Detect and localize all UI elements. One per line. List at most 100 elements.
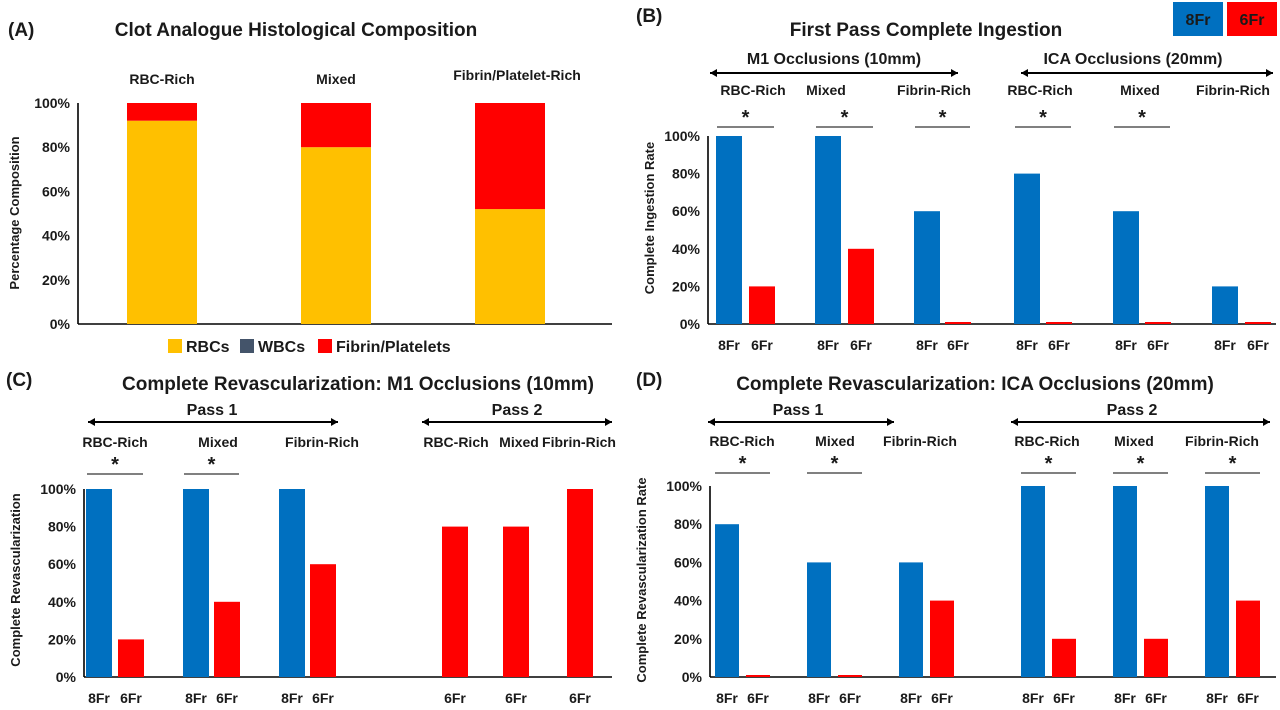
legend-swatch-wbcs (240, 339, 254, 353)
x-label-6fr: 6Fr (216, 690, 238, 706)
x-label-8fr: 8Fr (1206, 690, 1228, 706)
bar-fibrin-platelets (301, 103, 371, 148)
panel-a-y-axis-title: Percentage Composition (7, 136, 22, 289)
x-label-6fr: 6Fr (931, 690, 953, 706)
significance-asterisk: * (111, 454, 119, 476)
panel-c-group-2-label: Pass 2 (492, 402, 543, 419)
x-label-8fr: 8Fr (817, 337, 839, 353)
bar-6fr (503, 526, 529, 677)
bar-6fr (118, 639, 144, 677)
x-label-8fr: 8Fr (900, 690, 922, 706)
x-label-8fr: 8Fr (1214, 337, 1236, 353)
x-label-6fr: 6Fr (120, 690, 142, 706)
panel-a-y-tick-label: 80% (42, 139, 71, 155)
bar-6fr (930, 600, 954, 677)
panel-c-category-label: RBC-Rich (82, 434, 147, 450)
legend-swatch-6fr (1227, 2, 1277, 36)
bar-8fr (899, 562, 923, 677)
significance-asterisk: * (208, 454, 216, 476)
bar-8fr (716, 136, 742, 324)
panel-a-y-tick-label: 0% (50, 316, 71, 332)
legend-label-fibrin-platelets: Fibrin/Platelets (336, 339, 451, 356)
x-label-6fr: 6Fr (444, 690, 466, 706)
x-label-6fr: 6Fr (751, 337, 773, 353)
panel-b-y-tick-label: 40% (672, 241, 701, 257)
panel-b-label: (B) (636, 6, 662, 27)
panel-c-category-label: RBC-Rich (423, 434, 488, 450)
panel-c-category-label: Mixed (499, 434, 539, 450)
panel-b-category-label: Mixed (806, 82, 846, 98)
panel-a-category-1: RBC-Rich (129, 71, 194, 87)
panel-c-group-2-bracket-arrow-left (422, 418, 429, 426)
bar-8fr (1205, 486, 1229, 677)
significance-asterisk: * (1137, 453, 1145, 475)
panel-b-group-1-label: M1 Occlusions (10mm) (747, 51, 921, 68)
panel-a-title: Clot Analogue Histological Composition (115, 20, 477, 41)
x-label-6fr: 6Fr (1247, 337, 1269, 353)
panel-d-y-tick-label: 0% (682, 669, 703, 685)
x-label-6fr: 6Fr (1048, 337, 1070, 353)
x-label-6fr: 6Fr (1237, 690, 1259, 706)
legend-label-8fr: 8Fr (1186, 12, 1211, 29)
bar-8fr (1212, 286, 1238, 324)
panel-d-category-label: Mixed (815, 433, 855, 449)
panel-a-y-tick-label: 20% (42, 272, 71, 288)
panel-b-y-tick-label: 20% (672, 278, 701, 294)
legend-swatch-fibrin-platelets (318, 339, 332, 353)
panel-c-y-tick-label: 80% (48, 519, 77, 535)
panel-b-group-1-bracket-arrow-right (951, 69, 958, 77)
x-label-8fr: 8Fr (718, 337, 740, 353)
panel-b-category-label: Mixed (1120, 82, 1160, 98)
x-label-6fr: 6Fr (1053, 690, 1075, 706)
panel-c-title: Complete Revascularization: M1 Occlusion… (122, 374, 594, 395)
panel-a-y-tick-label: 60% (42, 183, 71, 199)
bar-8fr (815, 136, 841, 324)
bar-fibrin-platelets (127, 103, 197, 121)
panel-d: (D) Complete Revascularization: ICA Occl… (634, 370, 1214, 683)
bar-6fr (310, 564, 336, 677)
x-label-6fr: 6Fr (569, 690, 591, 706)
panel-a-category-3: Fibrin/Platelet-Rich (453, 67, 581, 83)
panel-b-group-1-bracket-arrow-left (710, 69, 717, 77)
significance-asterisk: * (1045, 453, 1053, 475)
bar-6fr (567, 489, 593, 677)
legend-swatch-rbcs (168, 339, 182, 353)
panel-b: (B) First Pass Complete Ingestion 8Fr 6F… (636, 2, 1277, 294)
legend-label-rbcs: RBCs (186, 339, 230, 356)
bar-8fr (914, 211, 940, 324)
x-label-6fr: 6Fr (839, 690, 861, 706)
x-label-8fr: 8Fr (808, 690, 830, 706)
bar-6fr (214, 601, 240, 677)
x-label-6fr: 6Fr (1147, 337, 1169, 353)
panel-b-y-axis-title: Complete Ingestion Rate (642, 142, 657, 294)
x-label-8fr: 8Fr (185, 690, 207, 706)
panel-c-y-tick-label: 0% (56, 669, 77, 685)
bar-6fr (1236, 600, 1260, 677)
panel-b-group-2-bracket-arrow-left (1021, 69, 1028, 77)
panel-c-group-1-label: Pass 1 (187, 402, 238, 419)
bar-8fr (183, 489, 209, 677)
x-label-8fr: 8Fr (1115, 337, 1137, 353)
significance-asterisk: * (739, 453, 747, 475)
legend-label-6fr: 6Fr (1240, 12, 1265, 29)
panel-c-y-tick-label: 100% (40, 481, 76, 497)
bar-6fr (945, 322, 971, 324)
panel-c-category-label: Fibrin-Rich (542, 434, 616, 450)
x-label-6fr: 6Fr (312, 690, 334, 706)
panel-c-y-tick-label: 40% (48, 594, 77, 610)
bar-rbcs (127, 120, 197, 325)
chart-marks: 0% 20% 40% 60% 80% 100% 0% 20% 40% 60% 80% 100% RBC-… (34, 69, 1276, 706)
bar-8fr (1021, 486, 1045, 677)
panel-d-category-label: RBC-Rich (709, 433, 774, 449)
significance-asterisk: * (1039, 107, 1047, 129)
panel-d-group-2-label: Pass 2 (1107, 402, 1158, 419)
panel-c-y-tick-label: 60% (48, 556, 77, 572)
legend-swatch-8fr (1173, 2, 1223, 36)
bar-rbcs (475, 209, 545, 324)
panel-b-category-label: Fibrin-Rich (1196, 82, 1270, 98)
panel-d-label: (D) (636, 370, 662, 391)
significance-asterisk: * (831, 453, 839, 475)
bar-6fr (1145, 322, 1171, 324)
x-label-8fr: 8Fr (1022, 690, 1044, 706)
panel-d-title: Complete Revascularization: ICA Occlusio… (736, 374, 1214, 395)
